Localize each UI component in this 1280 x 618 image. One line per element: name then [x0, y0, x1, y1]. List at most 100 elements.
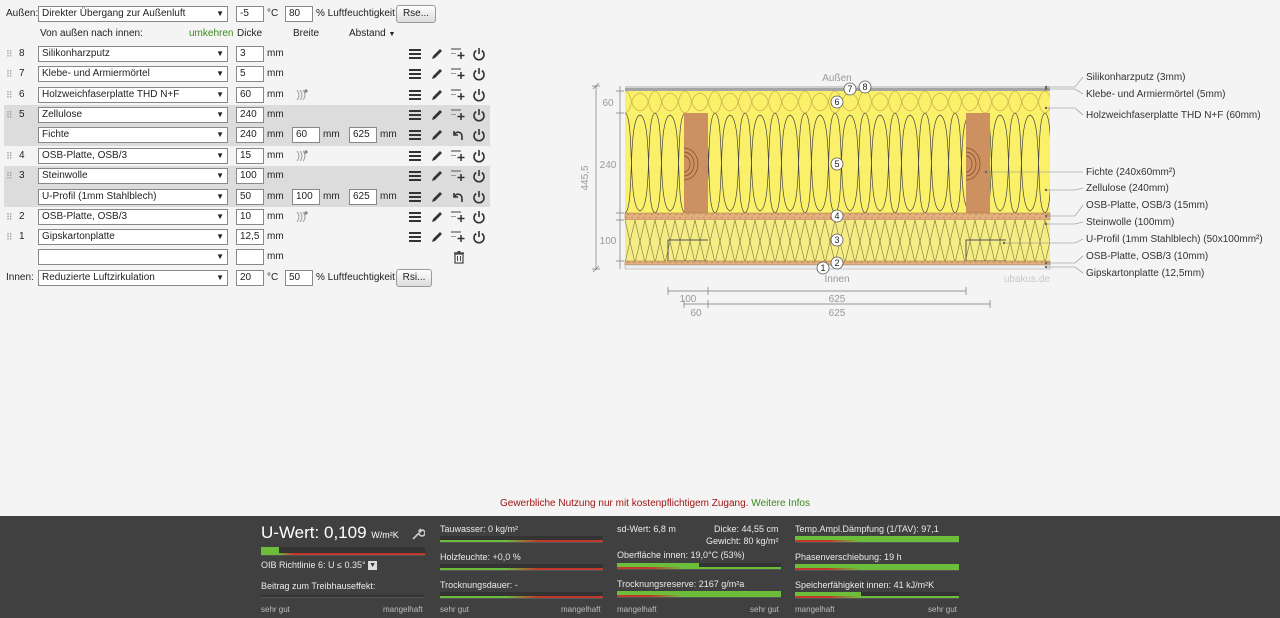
add-layer-icon[interactable]	[451, 149, 465, 163]
sub-thickness-input[interactable]: 50	[236, 189, 264, 205]
wood-grain-icon[interactable]	[296, 88, 310, 102]
sub-width-input[interactable]: 60	[292, 127, 320, 143]
layer-material-select[interactable]: Holzweichfaserplatte THD N+F ▼	[38, 87, 228, 103]
pencil-icon[interactable]	[430, 210, 444, 224]
add-layer-icon[interactable]	[451, 108, 465, 122]
drag-handle-icon[interactable]: ⠿	[6, 49, 13, 59]
wood-grain-icon[interactable]	[296, 210, 310, 224]
add-layer-icon[interactable]	[451, 210, 465, 224]
layer-material-select[interactable]: OSB-Platte, OSB/3 ▼	[38, 148, 228, 164]
drag-handle-icon[interactable]: ⠿	[6, 151, 13, 161]
undo-arrow-icon[interactable]	[451, 190, 465, 204]
layer-markers: 876 5 4 3 21	[816, 80, 872, 275]
layer-material-select[interactable]: Silikonharzputz ▼	[38, 46, 228, 62]
add-layer-icon[interactable]	[451, 169, 465, 183]
inside-humidity-input[interactable]: 50	[285, 270, 313, 286]
sub-material-select[interactable]: U-Profil (1mm Stahlblech) ▼	[38, 189, 228, 205]
layer-thickness-input[interactable]: 100	[236, 168, 264, 184]
pencil-icon[interactable]	[430, 230, 444, 244]
new-layer-thickness-input[interactable]	[236, 249, 264, 265]
layer-material-select[interactable]: OSB-Platte, OSB/3 ▼	[38, 209, 228, 225]
layer-thickness-input[interactable]: 15	[236, 148, 264, 164]
power-icon[interactable]	[472, 210, 486, 224]
pencil-icon[interactable]	[430, 67, 444, 81]
sub-thickness-input[interactable]: 240	[236, 127, 264, 143]
outside-temp-input[interactable]: -5	[236, 6, 264, 22]
pencil-icon[interactable]	[430, 108, 444, 122]
layer-thickness-unit: mm	[267, 231, 284, 242]
layer-thickness-input[interactable]: 10	[236, 209, 264, 225]
outside-transition-select[interactable]: Direkter Übergang zur Außenluft ▼	[38, 6, 228, 22]
pencil-icon[interactable]	[430, 190, 444, 204]
outside-humidity-input[interactable]: 80	[285, 6, 313, 22]
power-icon[interactable]	[472, 169, 486, 183]
menu-icon[interactable]	[408, 128, 422, 142]
inside-side-label: Innen	[824, 274, 849, 285]
layer-thickness-input[interactable]: 60	[236, 87, 264, 103]
add-layer-icon[interactable]	[451, 67, 465, 81]
layer-thickness-input[interactable]: 12,5	[236, 229, 264, 245]
menu-icon[interactable]	[408, 47, 422, 61]
drag-handle-icon[interactable]: ⠿	[6, 110, 13, 120]
sub-spacing-input[interactable]: 625	[349, 189, 377, 205]
power-icon[interactable]	[472, 230, 486, 244]
power-icon[interactable]	[472, 67, 486, 81]
rsi-button[interactable]: Rsi...	[396, 269, 432, 287]
drag-handle-icon[interactable]: ⠿	[6, 69, 13, 79]
more-info-link[interactable]: Weitere Infos	[751, 498, 810, 509]
power-icon[interactable]	[472, 108, 486, 122]
rse-button[interactable]: Rse...	[396, 5, 436, 23]
menu-icon[interactable]	[408, 169, 422, 183]
inside-temp-input[interactable]: 20	[236, 270, 264, 286]
sub-spacing-input[interactable]: 625	[349, 127, 377, 143]
power-icon[interactable]	[472, 149, 486, 163]
inside-transition-select[interactable]: Reduzierte Luftzirkulation ▼	[38, 270, 228, 286]
reverse-link[interactable]: umkehren	[189, 28, 234, 39]
pencil-icon[interactable]	[430, 169, 444, 183]
add-layer-icon[interactable]	[451, 88, 465, 102]
menu-icon[interactable]	[408, 149, 422, 163]
drag-handle-icon[interactable]: ⠿	[6, 212, 13, 222]
power-icon[interactable]	[472, 47, 486, 61]
wood-grain-icon[interactable]	[296, 149, 310, 163]
menu-icon[interactable]	[408, 88, 422, 102]
pencil-icon[interactable]	[430, 149, 444, 163]
sub-material-select[interactable]: Fichte ▼	[38, 127, 228, 143]
power-icon[interactable]	[472, 190, 486, 204]
marker-number: 6	[834, 97, 839, 107]
sub-width-input[interactable]: 100	[292, 189, 320, 205]
power-icon[interactable]	[472, 128, 486, 142]
condensate-bar	[440, 536, 603, 543]
legend-anchor-dot	[1044, 85, 1048, 89]
storage-bar	[795, 592, 959, 599]
drag-handle-icon[interactable]: ⠿	[6, 232, 13, 242]
layer-material-select[interactable]: Zellulose ▼	[38, 107, 228, 123]
menu-icon[interactable]	[408, 108, 422, 122]
menu-icon[interactable]	[408, 190, 422, 204]
menu-icon[interactable]	[408, 230, 422, 244]
wrench-icon[interactable]	[411, 527, 425, 541]
layer-material-select[interactable]: Steinwolle ▼	[38, 168, 228, 184]
col-spacing-header[interactable]: Abstand ▼	[349, 26, 395, 43]
power-icon[interactable]	[472, 88, 486, 102]
menu-icon[interactable]	[408, 210, 422, 224]
add-layer-icon[interactable]	[451, 230, 465, 244]
add-layer-icon[interactable]	[451, 47, 465, 61]
layer-thickness-input[interactable]: 3	[236, 46, 264, 62]
layer-material-select[interactable]: Gipskartonplatte ▼	[38, 229, 228, 245]
layer-marker: 1	[816, 261, 830, 275]
legend-label: OSB-Platte, OSB/3 (10mm)	[1086, 251, 1208, 262]
layer-thickness-input[interactable]: 5	[236, 66, 264, 82]
drag-handle-icon[interactable]: ⠿	[6, 90, 13, 100]
undo-arrow-icon[interactable]	[451, 128, 465, 142]
menu-icon[interactable]	[408, 67, 422, 81]
drag-handle-icon[interactable]: ⠿	[6, 171, 13, 181]
oib-requirement[interactable]: OIB Richtlinie 6: U ≤ 0.35° ▼	[261, 560, 378, 571]
new-layer-material-select[interactable]: ▼	[38, 249, 228, 265]
pencil-icon[interactable]	[430, 47, 444, 61]
trash-icon[interactable]	[452, 250, 466, 264]
layer-thickness-input[interactable]: 240	[236, 107, 264, 123]
pencil-icon[interactable]	[430, 88, 444, 102]
pencil-icon[interactable]	[430, 128, 444, 142]
layer-material-select[interactable]: Klebe- und Armiermörtel ▼	[38, 66, 228, 82]
